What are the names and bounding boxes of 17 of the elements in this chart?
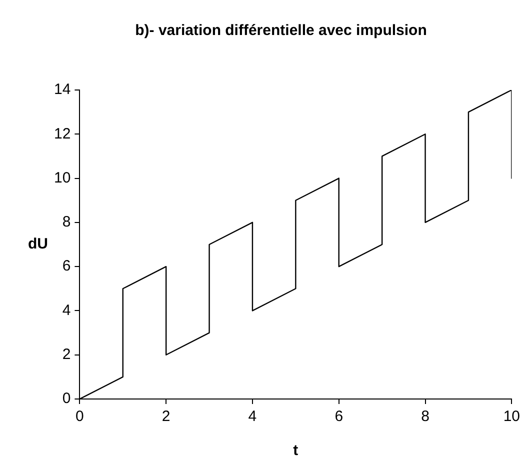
x-tick-label: 10 — [503, 408, 520, 426]
y-tick-label: 0 — [62, 390, 71, 408]
y-tick-label: 8 — [62, 214, 71, 231]
chart-title: b)- variation différentielle avec impulsion — [135, 22, 427, 40]
y-tick-label: 6 — [62, 258, 71, 275]
x-tick-label: 2 — [162, 408, 170, 426]
y-tick-label: 12 — [54, 125, 71, 142]
y-axis-title: dU — [28, 236, 48, 253]
x-axis-title: t — [293, 442, 298, 460]
x-tick-label: 0 — [76, 408, 84, 426]
y-tick-label: 14 — [54, 81, 71, 98]
y-tick-label: 4 — [62, 302, 71, 319]
y-tick-label: 10 — [54, 169, 71, 186]
x-tick-label: 6 — [334, 408, 344, 426]
x-tick-label: 4 — [248, 408, 257, 426]
y-tick-label: 2 — [62, 346, 71, 363]
x-tick-label: 8 — [421, 408, 430, 426]
